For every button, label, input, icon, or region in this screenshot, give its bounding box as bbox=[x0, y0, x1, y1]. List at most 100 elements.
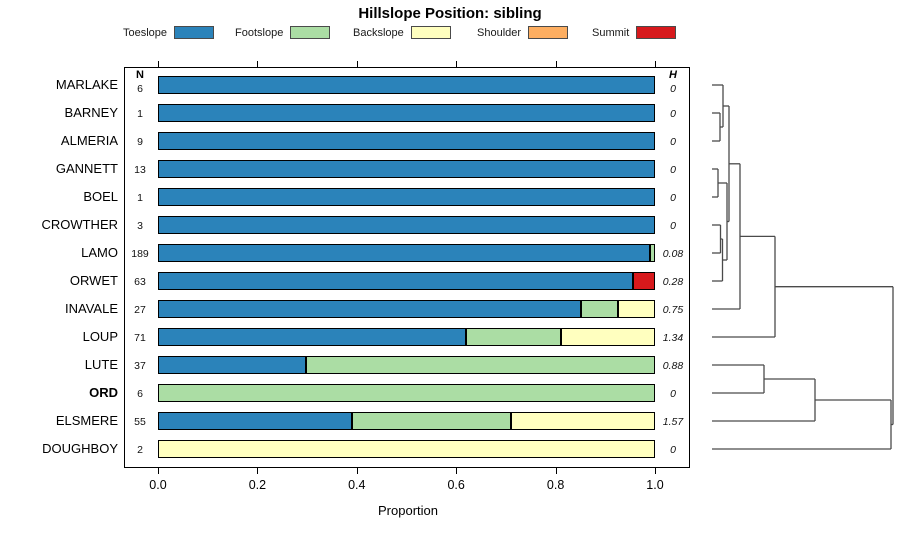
h-value: 1.57 bbox=[662, 416, 684, 428]
h-value: 0 bbox=[670, 388, 676, 400]
series-label-doughboy: DOUGHBOY bbox=[42, 441, 118, 456]
bar-segment-footslope bbox=[649, 244, 655, 262]
bar-segment-footslope bbox=[305, 356, 655, 374]
x-tick-top bbox=[655, 61, 656, 67]
legend-swatch-summit bbox=[636, 26, 677, 39]
bar-segment-toeslope bbox=[158, 132, 655, 150]
legend-label: Toeslope bbox=[123, 26, 168, 39]
n-value: 63 bbox=[134, 276, 146, 288]
bar-segment-summit bbox=[632, 272, 655, 290]
legend-swatch-backslope bbox=[410, 26, 451, 39]
series-label-boel: BOEL bbox=[83, 189, 118, 204]
bar-segment-footslope bbox=[351, 412, 511, 430]
n-column-header: N bbox=[136, 69, 144, 81]
h-value: 0.88 bbox=[662, 360, 684, 372]
bar-segment-footslope bbox=[466, 328, 561, 346]
x-tick-label: 0.0 bbox=[149, 478, 167, 492]
bar-segment-backslope bbox=[158, 440, 655, 458]
h-value: 0 bbox=[670, 108, 676, 120]
h-value: 0 bbox=[670, 164, 676, 176]
x-tick-top bbox=[356, 61, 358, 67]
legend-item-toeslope: Toeslope bbox=[123, 26, 215, 39]
bar-segment-toeslope bbox=[158, 216, 655, 234]
series-label-barney: BARNEY bbox=[64, 105, 118, 120]
series-label-lamo: LAMO bbox=[81, 245, 118, 260]
legend-swatch-toeslope bbox=[174, 26, 215, 39]
n-value: 13 bbox=[134, 164, 146, 176]
legend-label: Footslope bbox=[235, 26, 284, 39]
legend-label: Summit bbox=[592, 26, 630, 39]
series-label-inavale: INAVALE bbox=[65, 301, 118, 316]
bar-segment-backslope bbox=[510, 412, 655, 430]
h-value: 0.28 bbox=[662, 276, 684, 288]
legend-swatch-footslope bbox=[290, 26, 331, 39]
bar-segment-toeslope bbox=[158, 188, 655, 206]
n-value: 189 bbox=[131, 248, 149, 260]
x-tick-bottom bbox=[356, 468, 358, 474]
legend-item-footslope: Footslope bbox=[235, 26, 331, 39]
x-tick-label: 1.0 bbox=[646, 478, 664, 492]
x-tick-top bbox=[158, 61, 159, 67]
legend-swatch-shoulder bbox=[528, 26, 569, 39]
series-label-orwet: ORWET bbox=[69, 273, 118, 288]
bar-segment-toeslope bbox=[158, 300, 582, 318]
bar-segment-toeslope bbox=[158, 76, 655, 94]
h-value: 1.34 bbox=[662, 332, 684, 344]
x-tick-bottom bbox=[257, 468, 259, 474]
n-value: 37 bbox=[134, 360, 146, 372]
x-tick-bottom bbox=[158, 468, 159, 474]
x-tick-top bbox=[456, 61, 458, 67]
series-label-ord: ORD bbox=[89, 385, 118, 400]
bar-segment-toeslope bbox=[158, 272, 633, 290]
h-value: 0 bbox=[670, 192, 676, 204]
bar-segment-toeslope bbox=[158, 356, 306, 374]
n-value: 6 bbox=[137, 388, 143, 400]
bar-segment-toeslope bbox=[158, 160, 655, 178]
series-label-loup: LOUP bbox=[82, 329, 118, 344]
x-tick-bottom bbox=[655, 468, 656, 474]
x-tick-label: 0.2 bbox=[248, 478, 267, 492]
legend-label: Backslope bbox=[353, 26, 404, 39]
h-value: 0 bbox=[670, 136, 676, 148]
x-axis-title: Proportion bbox=[378, 503, 438, 518]
series-label-lute: LUTE bbox=[84, 357, 118, 372]
x-tick-top bbox=[555, 61, 557, 67]
bar-segment-backslope bbox=[618, 300, 655, 318]
n-value: 6 bbox=[137, 83, 143, 95]
legend-item-backslope: Backslope bbox=[353, 26, 451, 39]
h-value: 0 bbox=[670, 444, 676, 456]
bar-segment-toeslope bbox=[158, 104, 655, 122]
h-value: 0 bbox=[670, 220, 676, 232]
bar-segment-backslope bbox=[560, 328, 655, 346]
legend-item-summit: Summit bbox=[592, 26, 677, 39]
series-label-gannett: GANNETT bbox=[55, 161, 118, 176]
series-label-elsmere: ELSMERE bbox=[55, 413, 118, 428]
x-tick-label: 0.4 bbox=[348, 478, 366, 492]
n-value: 3 bbox=[137, 220, 143, 232]
x-tick-bottom bbox=[456, 468, 458, 474]
bar-segment-toeslope bbox=[158, 412, 352, 430]
h-column-header: H bbox=[669, 69, 677, 81]
bar-segment-toeslope bbox=[158, 328, 467, 346]
legend-item-shoulder: Shoulder bbox=[477, 26, 569, 39]
n-value: 1 bbox=[137, 192, 143, 204]
bar-segment-footslope bbox=[158, 384, 655, 402]
series-label-marlake: MARLAKE bbox=[55, 77, 118, 92]
x-tick-label: 0.6 bbox=[447, 478, 465, 492]
series-label-crowther: CROWTHER bbox=[41, 217, 118, 232]
h-value: 0.08 bbox=[662, 248, 684, 260]
series-label-almeria: ALMERIA bbox=[60, 133, 118, 148]
n-value: 9 bbox=[137, 136, 143, 148]
x-tick-label: 0.8 bbox=[546, 478, 565, 492]
chart-title: Hillslope Position: sibling bbox=[358, 5, 542, 22]
n-value: 27 bbox=[134, 304, 146, 316]
h-value: 0 bbox=[670, 83, 676, 95]
bar-segment-footslope bbox=[581, 300, 619, 318]
x-tick-bottom bbox=[555, 468, 557, 474]
h-value: 0.75 bbox=[662, 304, 684, 316]
n-value: 71 bbox=[134, 332, 146, 344]
n-value: 55 bbox=[134, 416, 146, 428]
legend-label: Shoulder bbox=[477, 26, 522, 39]
